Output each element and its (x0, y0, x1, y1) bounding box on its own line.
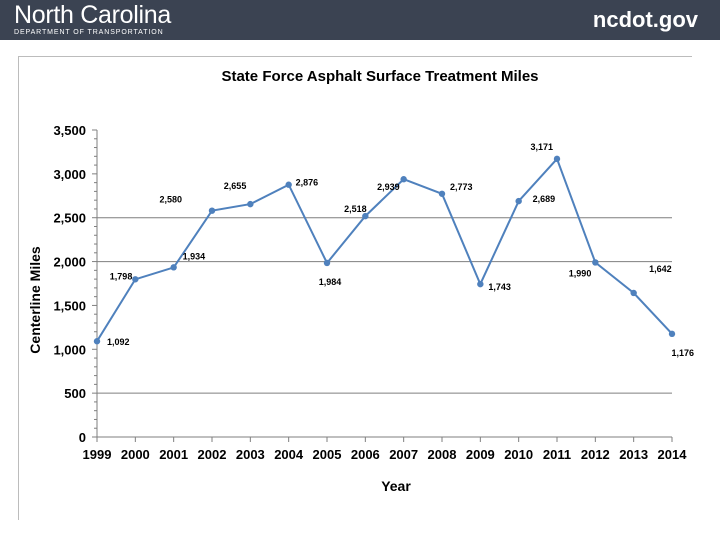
data-point (553, 155, 561, 163)
x-tick-label: 2010 (504, 447, 533, 462)
data-label: 1,092 (107, 337, 130, 347)
x-tick-label: 2002 (198, 447, 227, 462)
header-banner: North Carolina DEPARTMENT OF TRANSPORTAT… (0, 0, 720, 40)
data-point (93, 338, 101, 345)
data-point (515, 197, 522, 205)
data-label: 2,655 (224, 181, 247, 191)
series-line (96, 157, 673, 342)
data-label: 2,876 (296, 178, 319, 188)
y-tick-label: 1,500 (53, 298, 86, 313)
y-tick-label: 2,500 (53, 211, 86, 226)
data-point (668, 330, 676, 338)
y-tick-label: 0 (79, 430, 86, 445)
org-department: DEPARTMENT OF TRANSPORTATION (14, 29, 164, 36)
frame-border-top (18, 56, 692, 57)
data-label: 2,689 (533, 194, 556, 204)
data-point (477, 280, 484, 288)
data-point (630, 289, 637, 297)
data-point (438, 190, 446, 197)
data-point (170, 264, 177, 271)
data-label: 2,518 (344, 204, 367, 214)
x-tick-label: 2004 (274, 447, 304, 462)
x-tick-label: 2000 (121, 447, 150, 462)
x-tick-label: 1999 (83, 447, 112, 462)
data-point (592, 259, 599, 266)
x-tick-label: 2012 (581, 447, 610, 462)
data-label: 1,176 (671, 348, 694, 358)
data-point (208, 207, 216, 214)
data-label: 1,798 (110, 271, 133, 281)
data-point (285, 181, 292, 188)
data-label: 1,990 (569, 268, 592, 278)
y-tick-label: 2,000 (53, 255, 86, 270)
x-tick-label: 2001 (159, 447, 188, 462)
y-tick-label: 1,000 (53, 342, 86, 357)
frame-border-left (18, 56, 19, 520)
x-tick-label: 2008 (428, 447, 457, 462)
x-tick-label: 2013 (619, 447, 648, 462)
data-label: 2,580 (159, 195, 182, 205)
x-tick-label: 2011 (543, 447, 571, 462)
data-point (132, 276, 139, 283)
y-tick-label: 3,000 (53, 167, 86, 182)
x-tick-label: 2014 (658, 447, 688, 462)
data-label: 1,642 (649, 264, 672, 274)
data-point (247, 200, 254, 208)
ncdot-logo: North Carolina DEPARTMENT OF TRANSPORTAT… (14, 2, 171, 37)
data-point (362, 212, 369, 220)
data-point (323, 259, 331, 267)
data-point (400, 176, 407, 183)
x-tick-label: 2005 (313, 447, 342, 462)
data-label: 1,984 (319, 277, 342, 287)
y-axis-label: Centerline Miles (27, 246, 43, 354)
y-tick-label: 500 (64, 386, 86, 401)
x-tick-label: 2007 (389, 447, 418, 462)
x-tick-label: 2003 (236, 447, 265, 462)
chart-title: State Force Asphalt Surface Treatment Mi… (221, 68, 538, 85)
data-label: 1,743 (488, 282, 511, 292)
y-tick-label: 3,500 (53, 123, 86, 138)
org-name: North Carolina (14, 1, 171, 29)
x-tick-label: 2009 (466, 447, 495, 462)
data-label: 2,773 (450, 182, 473, 192)
data-label: 1,934 (183, 251, 206, 261)
data-label: 2,939 (377, 182, 400, 192)
site-name[interactable]: ncdot.gov (592, 7, 698, 32)
x-axis-label: Year (381, 478, 411, 494)
data-label: 3,171 (530, 142, 553, 152)
x-tick-label: 2006 (351, 447, 380, 462)
